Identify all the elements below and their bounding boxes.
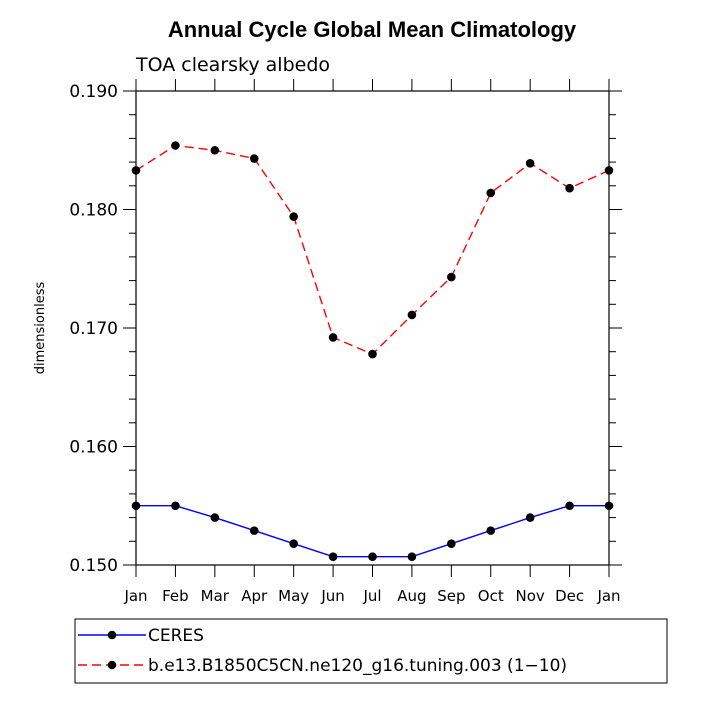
series-0-point: [604, 501, 614, 511]
legend-label-1: b.e13.B1850C5CN.ne120_g16.tuning.003 (1−…: [148, 656, 567, 676]
x-tick-label: Dec: [555, 587, 584, 605]
y-tick-labels: 0.150 0.160 0.170 0.180 0.190: [69, 82, 118, 576]
series-0-point: [447, 539, 456, 548]
series-0-point: [131, 501, 141, 511]
y-tick-label: 0.180: [69, 201, 118, 221]
series-line-1: [135, 144, 610, 355]
series-1-point: [171, 141, 180, 150]
axis-ticks: [123, 79, 622, 577]
y-tick-label: 0.170: [69, 319, 118, 339]
x-tick-label: Jan: [123, 587, 147, 605]
y-axis-label: dimensionless: [33, 282, 48, 375]
legend-box: [74, 618, 668, 684]
series-0-point: [525, 513, 535, 522]
x-tick-label: Aug: [397, 587, 426, 605]
series-1-point: [368, 349, 377, 359]
plot-frame: [135, 90, 610, 566]
series-1-point: [328, 333, 338, 342]
series-1-point: [447, 272, 456, 282]
series-0-point: [289, 539, 298, 548]
chart-subtitle: TOA clearsky albedo: [135, 54, 330, 76]
series-1-point: [289, 212, 298, 221]
x-tick-label: Nov: [516, 587, 545, 605]
x-tick-label: Oct: [478, 587, 504, 605]
y-tick-label: 0.150: [69, 556, 118, 576]
legend: CERES b.e13.B1850C5CN.ne120_g16.tuning.00…: [78, 626, 567, 676]
series-1-point: [210, 145, 220, 155]
series-1-point: [486, 188, 496, 198]
x-tick-label: Apr: [241, 587, 268, 605]
series-0-point: [249, 526, 259, 535]
x-tick-label: Jul: [362, 587, 381, 605]
x-tick-label: Jun: [320, 587, 344, 605]
x-tick-label: Feb: [162, 587, 189, 605]
legend-marker-0: [107, 630, 117, 640]
series-0-point: [486, 526, 496, 535]
series-0-point: [407, 552, 417, 562]
x-tick-label: Sep: [437, 587, 465, 605]
y-tick-label: 0.160: [69, 438, 118, 458]
legend-marker-1: [107, 660, 117, 670]
series-layer: [131, 141, 614, 562]
series-0-point: [210, 513, 220, 522]
y-tick-label: 0.190: [69, 82, 118, 102]
series-0-point: [328, 552, 338, 562]
x-tick-label: Jan: [596, 587, 620, 605]
series-1-point: [604, 166, 614, 175]
series-1-point: [249, 154, 259, 163]
x-tick-label: Mar: [201, 587, 230, 605]
chart-title: Annual Cycle Global Mean Climatology: [168, 17, 577, 42]
x-tick-labels: Jan Feb Mar Apr May Jun Jul Aug Sep Oct Nov Dec Jan: [123, 587, 620, 605]
series-1-point: [131, 166, 141, 175]
x-tick-label: May: [278, 587, 309, 605]
series-1-point: [525, 158, 535, 168]
series-0-point: [171, 501, 180, 511]
legend-label-0: CERES: [148, 626, 204, 646]
series-line-0: [136, 505, 609, 558]
series-1-point: [565, 183, 574, 193]
series-0-point: [368, 552, 377, 562]
series-1-point: [407, 310, 417, 320]
series-0-point: [565, 501, 574, 511]
